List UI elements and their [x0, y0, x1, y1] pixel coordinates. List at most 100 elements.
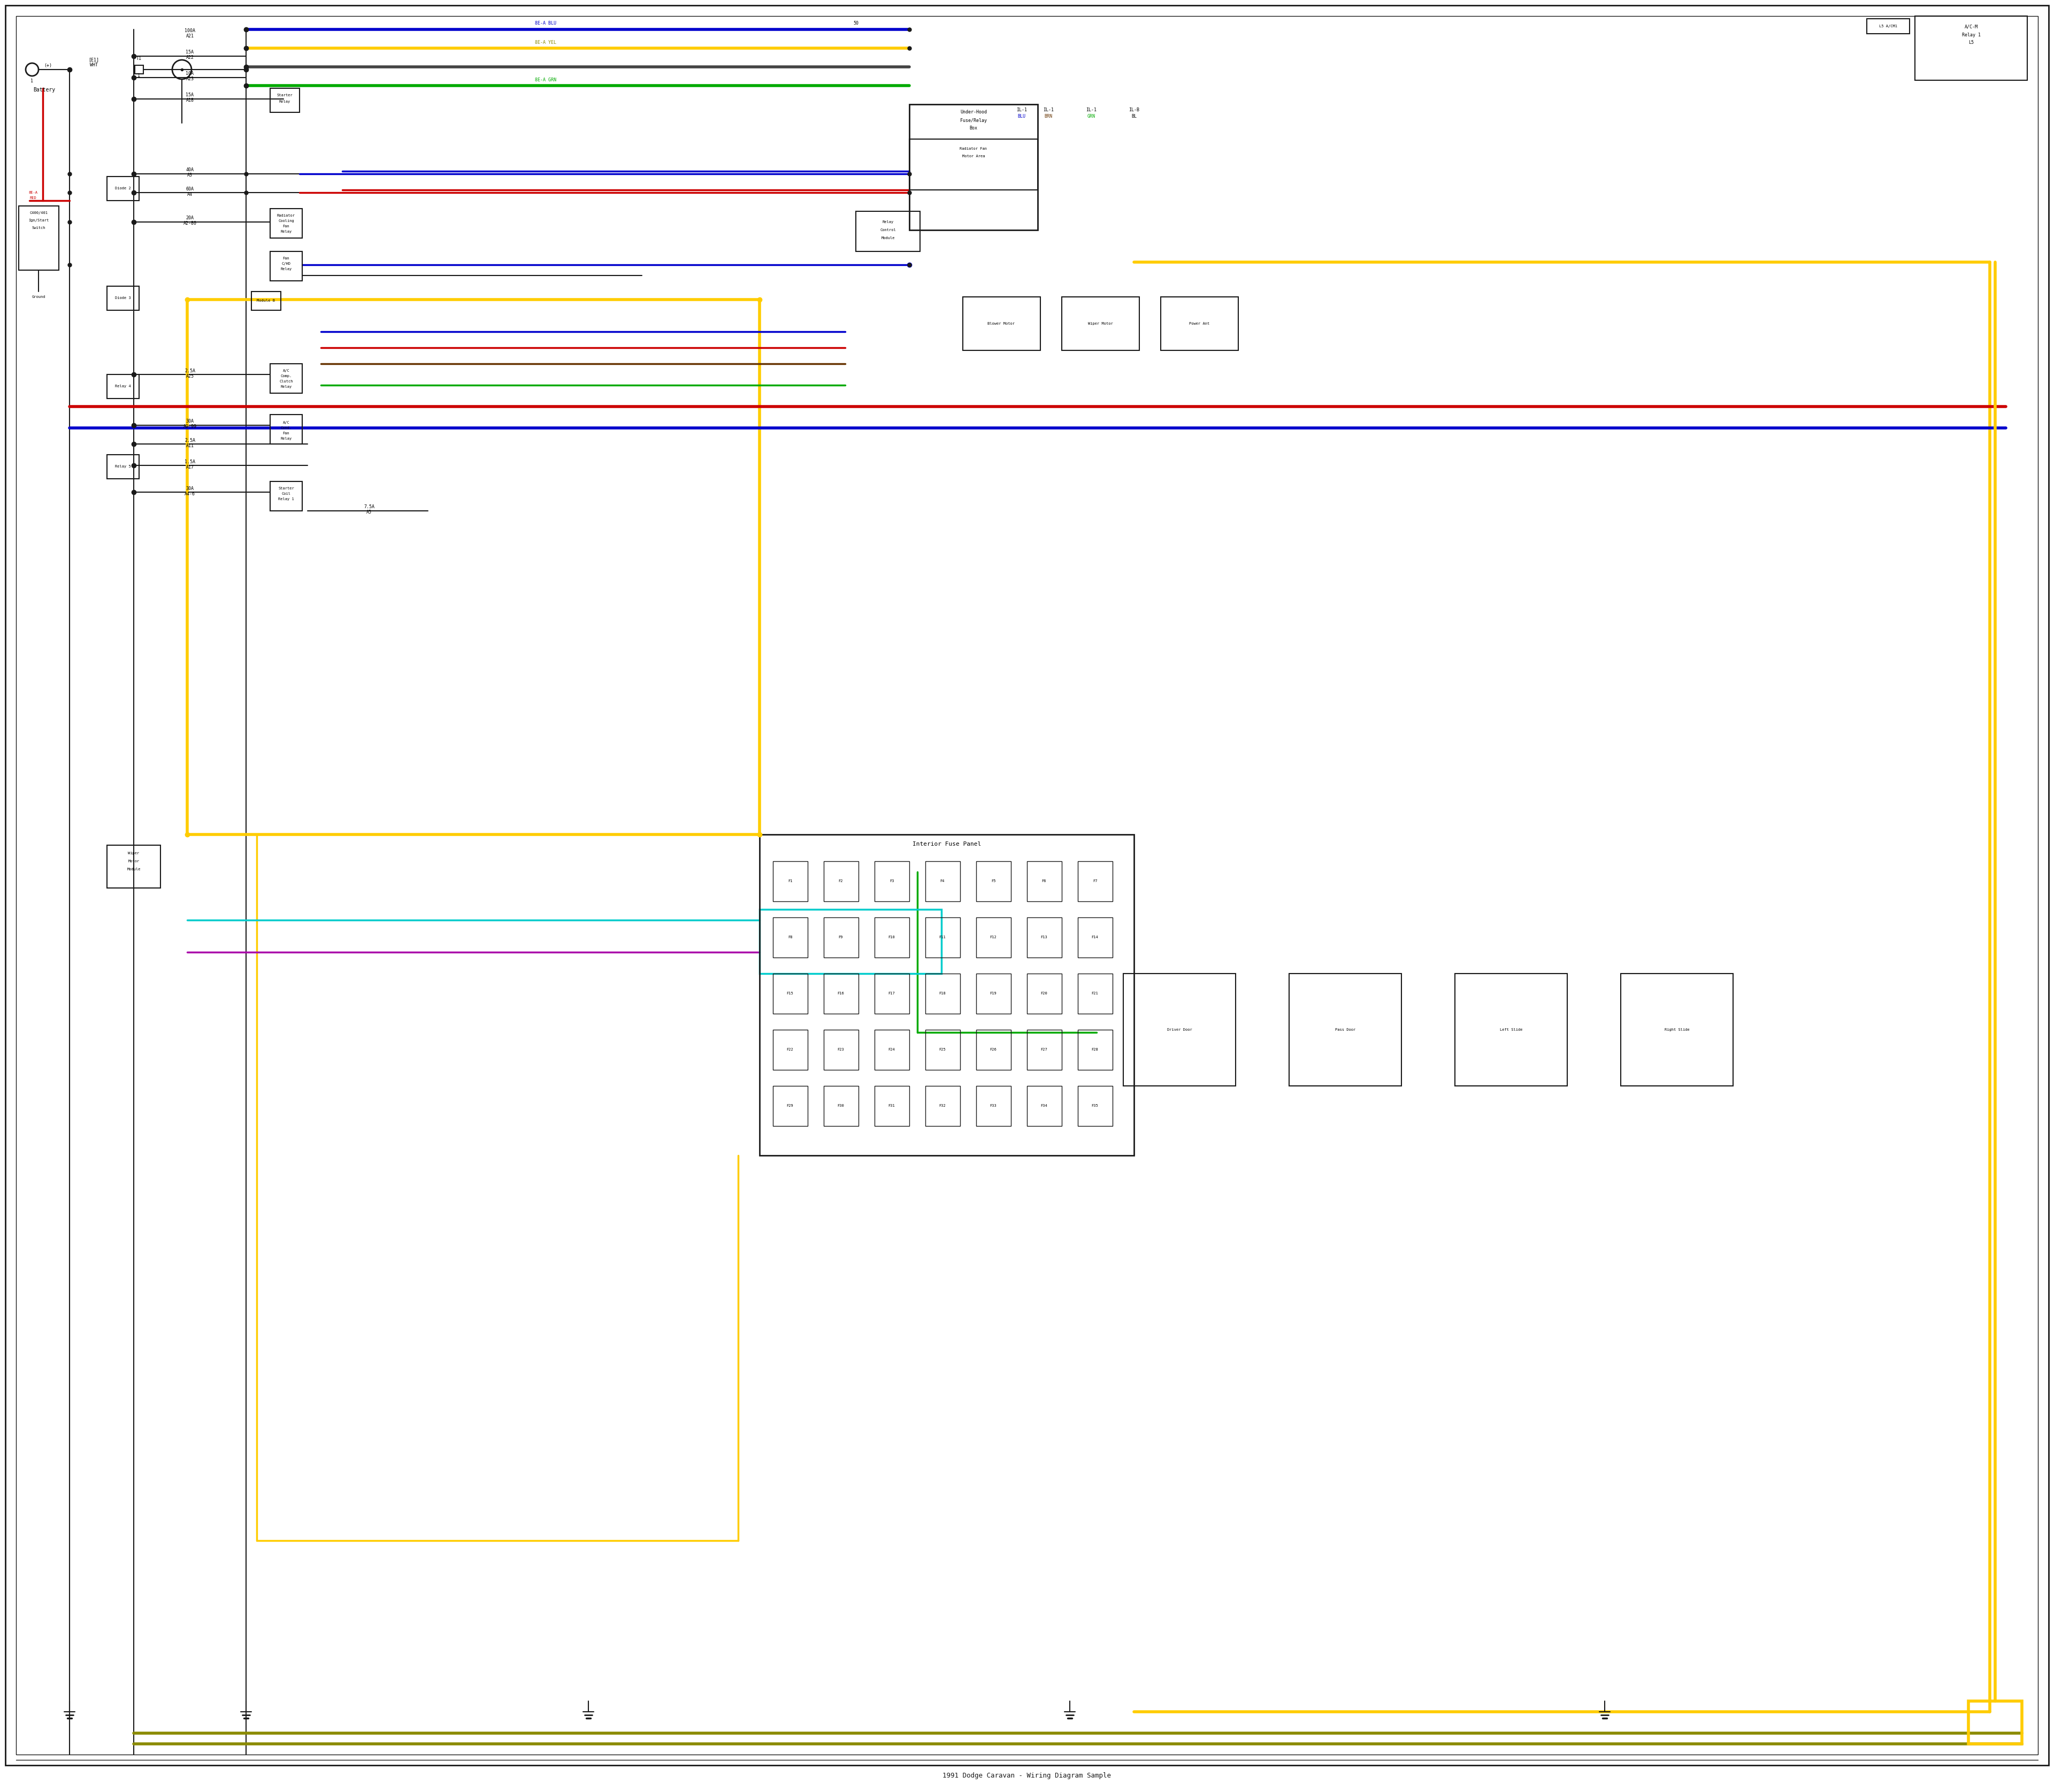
- Bar: [107, 375, 140, 398]
- Text: Clutch: Clutch: [279, 380, 294, 383]
- Text: F35: F35: [1091, 1104, 1099, 1107]
- Text: Power Ant: Power Ant: [1189, 323, 1210, 324]
- Bar: [1027, 862, 1062, 901]
- Bar: [1621, 973, 1734, 1086]
- Text: Pass Door: Pass Door: [1335, 1029, 1356, 1032]
- Text: 8E-A GRN: 8E-A GRN: [534, 77, 557, 82]
- Text: T1: T1: [136, 56, 142, 61]
- Text: F6: F6: [1041, 880, 1045, 883]
- Text: 1: 1: [31, 79, 33, 84]
- Text: Relay 4: Relay 4: [115, 385, 131, 387]
- Text: F4: F4: [941, 880, 945, 883]
- Text: Cooling: Cooling: [277, 219, 294, 222]
- Text: F7: F7: [1093, 880, 1097, 883]
- Text: L5: L5: [1968, 41, 1974, 45]
- Text: A4: A4: [187, 192, 193, 197]
- Text: Under-Hood: Under-Hood: [959, 109, 986, 115]
- Bar: [1290, 973, 1401, 1086]
- Bar: [976, 1030, 1011, 1070]
- Text: Relay 1: Relay 1: [277, 498, 294, 500]
- Bar: [136, 65, 144, 73]
- Bar: [857, 211, 920, 251]
- Text: A/C-M: A/C-M: [1964, 25, 1978, 29]
- Bar: [772, 1086, 807, 1125]
- Text: 8E-A YEL: 8E-A YEL: [534, 39, 557, 45]
- Text: A22: A22: [185, 56, 193, 61]
- Bar: [271, 208, 302, 238]
- Bar: [976, 918, 1011, 957]
- Text: Ground: Ground: [31, 296, 45, 299]
- Bar: [824, 973, 859, 1014]
- Text: Left Slide: Left Slide: [1499, 1029, 1522, 1032]
- Text: Right Slide: Right Slide: [1664, 1029, 1688, 1032]
- Text: F15: F15: [787, 991, 793, 995]
- Text: 40A: 40A: [185, 168, 193, 172]
- Text: F17: F17: [887, 991, 896, 995]
- Text: F25: F25: [939, 1048, 947, 1052]
- Bar: [271, 364, 302, 392]
- Bar: [271, 251, 302, 281]
- Text: A11: A11: [185, 443, 193, 448]
- Bar: [875, 1030, 910, 1070]
- Text: Fan: Fan: [283, 432, 290, 435]
- Bar: [1062, 297, 1140, 351]
- Text: Relay: Relay: [883, 220, 893, 224]
- Bar: [875, 973, 910, 1014]
- Bar: [271, 88, 300, 113]
- Text: 1991 Dodge Caravan - Wiring Diagram Sample: 1991 Dodge Caravan - Wiring Diagram Samp…: [943, 1772, 1111, 1779]
- Text: 8E-A: 8E-A: [29, 192, 37, 194]
- Bar: [1078, 862, 1113, 901]
- Text: A18: A18: [185, 99, 193, 102]
- Text: F34: F34: [1041, 1104, 1048, 1107]
- Bar: [271, 414, 302, 444]
- Text: F31: F31: [887, 1104, 896, 1107]
- Text: F16: F16: [838, 991, 844, 995]
- Bar: [976, 1086, 1011, 1125]
- Bar: [1078, 973, 1113, 1014]
- Text: F27: F27: [1041, 1048, 1048, 1052]
- Text: 8E-A BLU: 8E-A BLU: [534, 22, 557, 25]
- Bar: [1078, 1086, 1113, 1125]
- Bar: [107, 455, 140, 478]
- Bar: [1968, 1701, 2021, 1744]
- Text: 2.5A: 2.5A: [185, 437, 195, 443]
- Bar: [875, 918, 910, 957]
- Bar: [926, 973, 959, 1014]
- Bar: [1078, 918, 1113, 957]
- Text: L5 A/CM1: L5 A/CM1: [1879, 25, 1898, 29]
- Text: Fuse/Relay: Fuse/Relay: [959, 118, 986, 124]
- Bar: [926, 1086, 959, 1125]
- Text: F30: F30: [838, 1104, 844, 1107]
- Bar: [1914, 16, 2027, 81]
- Text: IL-1: IL-1: [1017, 108, 1027, 113]
- Text: A5: A5: [366, 511, 372, 514]
- Bar: [1078, 1030, 1113, 1070]
- Text: Diode 3: Diode 3: [115, 296, 131, 299]
- Bar: [1027, 973, 1062, 1014]
- Bar: [963, 297, 1041, 351]
- Text: F22: F22: [787, 1048, 793, 1052]
- Bar: [107, 177, 140, 201]
- Text: F5: F5: [990, 880, 996, 883]
- Text: Wiper Motor: Wiper Motor: [1089, 323, 1113, 324]
- Text: F3: F3: [889, 880, 893, 883]
- Text: Coil: Coil: [281, 493, 292, 495]
- Bar: [772, 1030, 807, 1070]
- Text: BL: BL: [1132, 115, 1136, 118]
- Text: 1: 1: [138, 73, 140, 79]
- Text: 100A: 100A: [185, 29, 195, 34]
- Text: A2-80: A2-80: [183, 220, 197, 226]
- Bar: [875, 1086, 910, 1125]
- Text: 30A: 30A: [185, 486, 193, 491]
- Text: F29: F29: [787, 1104, 793, 1107]
- Text: 50: 50: [852, 22, 859, 25]
- Text: RED: RED: [29, 197, 37, 199]
- Bar: [1454, 973, 1567, 1086]
- Text: Relay: Relay: [281, 437, 292, 441]
- Bar: [772, 973, 807, 1014]
- Text: IL-1: IL-1: [1087, 108, 1097, 113]
- Text: 15A: 15A: [185, 93, 193, 97]
- Bar: [824, 1086, 859, 1125]
- Text: Module: Module: [881, 237, 896, 240]
- Text: Module: Module: [127, 867, 140, 871]
